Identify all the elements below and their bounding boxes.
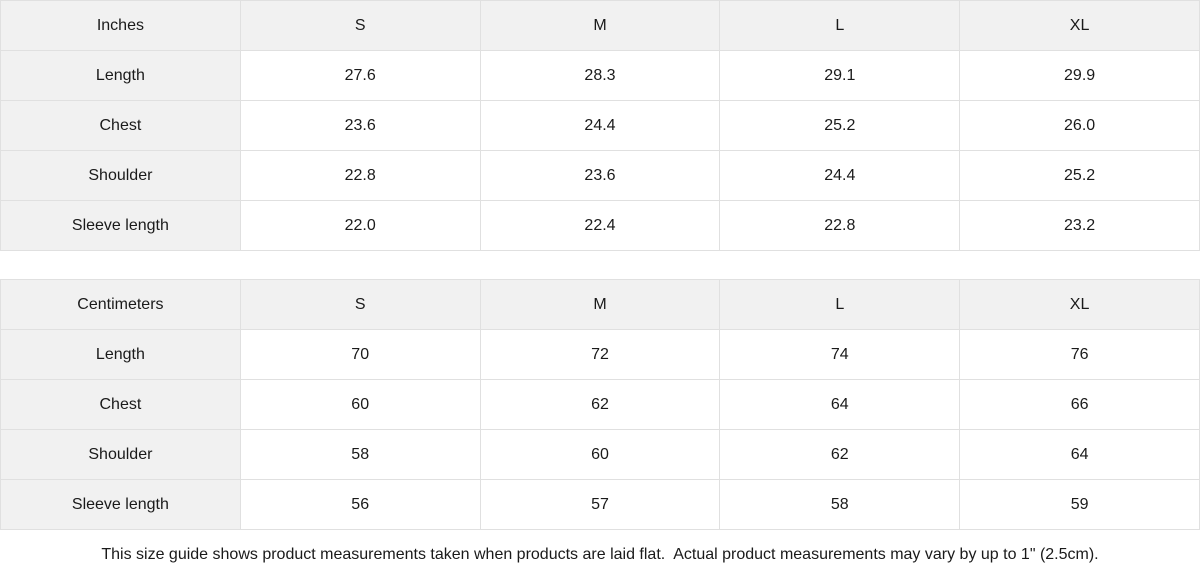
cell-value: 64 xyxy=(959,429,1200,480)
cell-value: 60 xyxy=(479,429,721,480)
cell-value: 57 xyxy=(479,479,721,530)
cell-value: 24.4 xyxy=(719,150,961,201)
cell-value: 25.2 xyxy=(719,100,961,151)
cell-value: 64 xyxy=(719,379,961,430)
cell-value: 59 xyxy=(959,479,1200,530)
cell-value: 29.1 xyxy=(719,50,961,101)
cell-value: 26.0 xyxy=(959,100,1200,151)
table-row-length: Length 27.6 28.3 29.1 29.9 xyxy=(0,50,1200,101)
size-header-xl: XL xyxy=(959,279,1200,330)
row-label: Sleeve length xyxy=(0,200,241,251)
size-header-l: L xyxy=(719,279,961,330)
cell-value: 66 xyxy=(959,379,1200,430)
cell-value: 62 xyxy=(719,429,961,480)
cell-value: 29.9 xyxy=(959,50,1200,101)
table-row-sleeve-length: Sleeve length 22.0 22.4 22.8 23.2 xyxy=(0,200,1200,251)
size-guide-note: This size guide shows product measuremen… xyxy=(0,530,1200,579)
table-row-sleeve-length: Sleeve length 56 57 58 59 xyxy=(0,479,1200,530)
cell-value: 56 xyxy=(239,479,481,530)
cell-value: 22.8 xyxy=(239,150,481,201)
cell-value: 22.8 xyxy=(719,200,961,251)
table-gap xyxy=(0,251,1200,279)
inches-header-row: Inches S M L XL xyxy=(0,0,1200,51)
cell-value: 60 xyxy=(239,379,481,430)
size-header-l: L xyxy=(719,0,961,51)
cell-value: 58 xyxy=(239,429,481,480)
cell-value: 22.0 xyxy=(239,200,481,251)
cell-value: 28.3 xyxy=(479,50,721,101)
table-row-chest: Chest 23.6 24.4 25.2 26.0 xyxy=(0,100,1200,151)
table-row-length: Length 70 72 74 76 xyxy=(0,329,1200,380)
row-label: Length xyxy=(0,329,241,380)
centimeters-header-row: Centimeters S M L XL xyxy=(0,279,1200,330)
row-label: Chest xyxy=(0,100,241,151)
row-label: Chest xyxy=(0,379,241,430)
inches-unit-header: Inches xyxy=(0,0,241,51)
row-label: Shoulder xyxy=(0,429,241,480)
row-label: Length xyxy=(0,50,241,101)
size-header-s: S xyxy=(239,279,481,330)
cell-value: 27.6 xyxy=(239,50,481,101)
size-header-xl: XL xyxy=(959,0,1200,51)
centimeters-table: Centimeters S M L XL Length 70 72 74 76 … xyxy=(0,279,1200,530)
row-label: Shoulder xyxy=(0,150,241,201)
cell-value: 62 xyxy=(479,379,721,430)
cell-value: 58 xyxy=(719,479,961,530)
size-header-s: S xyxy=(239,0,481,51)
cell-value: 23.6 xyxy=(239,100,481,151)
table-row-shoulder: Shoulder 58 60 62 64 xyxy=(0,429,1200,480)
centimeters-unit-header: Centimeters xyxy=(0,279,241,330)
cell-value: 76 xyxy=(959,329,1200,380)
cell-value: 23.6 xyxy=(479,150,721,201)
cell-value: 25.2 xyxy=(959,150,1200,201)
cell-value: 74 xyxy=(719,329,961,380)
row-label: Sleeve length xyxy=(0,479,241,530)
size-header-m: M xyxy=(479,0,721,51)
inches-table: Inches S M L XL Length 27.6 28.3 29.1 29… xyxy=(0,0,1200,251)
cell-value: 70 xyxy=(239,329,481,380)
size-header-m: M xyxy=(479,279,721,330)
cell-value: 23.2 xyxy=(959,200,1200,251)
table-row-chest: Chest 60 62 64 66 xyxy=(0,379,1200,430)
table-row-shoulder: Shoulder 22.8 23.6 24.4 25.2 xyxy=(0,150,1200,201)
cell-value: 22.4 xyxy=(479,200,721,251)
cell-value: 24.4 xyxy=(479,100,721,151)
cell-value: 72 xyxy=(479,329,721,380)
